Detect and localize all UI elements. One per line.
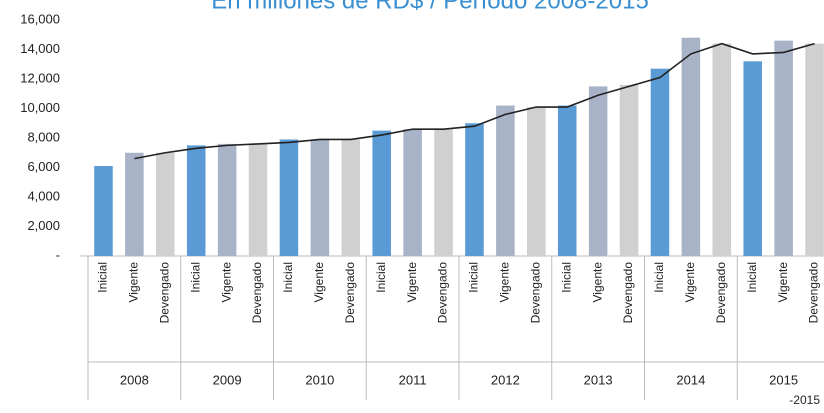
bar [496, 105, 515, 256]
group-label: 2010 [305, 372, 334, 387]
x-tick-label: Inicial [281, 262, 295, 293]
x-tick-label: Inicial [374, 262, 388, 293]
footnote: -2015 [789, 393, 820, 407]
bar [125, 152, 144, 256]
x-tick-label: Devengado [343, 262, 357, 324]
x-tick-label: Devengado [528, 262, 542, 324]
x-tick-label: Devengado [157, 262, 171, 324]
group-label: 2008 [120, 372, 149, 387]
x-tick-label: Vigente [219, 262, 233, 303]
bar [774, 40, 793, 257]
x-tick-label: Vigente [776, 262, 790, 303]
bar [156, 152, 175, 256]
y-tick-label: 8,000 [27, 129, 60, 144]
y-tick-label: 16,000 [20, 11, 60, 26]
y-tick-label: - [56, 247, 60, 262]
bar [372, 130, 391, 256]
bar [403, 129, 422, 256]
x-tick-label: Vigente [312, 262, 326, 303]
x-tick-label: Vigente [683, 262, 697, 303]
bar [650, 68, 670, 256]
y-tick-label: 14,000 [20, 41, 60, 56]
bar [186, 145, 206, 256]
x-tick-label: Devengado [714, 262, 728, 324]
bar [341, 139, 361, 256]
bar [805, 43, 824, 256]
group-label: 2015 [769, 372, 798, 387]
bar [434, 129, 453, 256]
x-tick-label: Inicial [188, 262, 202, 293]
x-tick-label: Inicial [652, 262, 666, 293]
bar [712, 43, 732, 256]
trend-line [134, 42, 815, 160]
x-tick-label: Devengado [621, 262, 635, 324]
bar [619, 84, 639, 257]
bar [310, 139, 330, 256]
bar [743, 61, 762, 256]
x-tick-label: Devengado [807, 262, 821, 324]
y-tick-label: 10,000 [20, 100, 60, 115]
x-tick-label: Devengado [250, 262, 264, 324]
x-tick-label: Inicial [96, 262, 110, 293]
bar [557, 105, 577, 256]
x-tick-label: Vigente [405, 262, 419, 303]
bar [588, 86, 608, 256]
bar [217, 143, 237, 256]
y-tick-label: 12,000 [20, 70, 60, 85]
bar [465, 123, 484, 256]
x-tick-label: Devengado [436, 262, 450, 324]
group-label: 2011 [399, 372, 427, 387]
x-tick-label: Inicial [559, 262, 573, 293]
group-label: 2012 [491, 372, 520, 387]
x-tick-label: Inicial [745, 262, 759, 293]
y-tick-label: 6,000 [27, 159, 60, 174]
x-tick-label: Vigente [590, 262, 604, 303]
group-label: 2009 [213, 372, 242, 387]
x-tick-label: Vigente [498, 262, 512, 303]
y-tick-label: 2,000 [27, 218, 60, 233]
bar [279, 139, 299, 256]
bar [94, 166, 113, 256]
group-label: 2013 [584, 372, 613, 387]
y-tick-label: 4,000 [27, 188, 60, 203]
group-label: 2014 [676, 372, 705, 387]
bar [527, 107, 546, 257]
bar [681, 37, 701, 257]
x-tick-label: Vigente [127, 262, 141, 303]
x-tick-label: Inicial [467, 262, 481, 293]
chart-title: En millones de RD$ / Período 2008-2015 [211, 0, 649, 14]
bar [248, 143, 268, 256]
